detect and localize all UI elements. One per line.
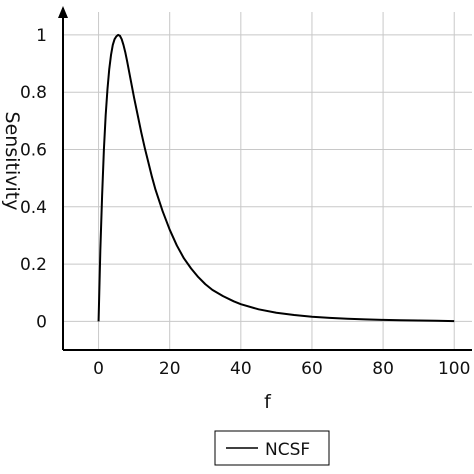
y-axis-arrow [58, 6, 68, 18]
y-tick-label: 0.2 [20, 255, 47, 275]
y-tick-label: 0.4 [20, 198, 47, 218]
x-tick-label: 0 [93, 359, 104, 379]
x-tick-label: 100 [438, 359, 470, 379]
y-tick-label: 0.8 [20, 83, 47, 103]
y-axis-title: Sensitivity [1, 112, 23, 211]
x-tick-label: 80 [372, 359, 394, 379]
series-layer [97, 33, 455, 323]
x-tick-label: 20 [159, 359, 181, 379]
y-tick-label: 0 [36, 312, 47, 332]
legend: NCSF [214, 430, 330, 466]
y-tick-label: 1 [36, 26, 47, 46]
grid-lines [63, 12, 472, 350]
axes [58, 6, 472, 351]
tick-labels: 0 20 40 60 80 100 0 0.2 0.4 0.6 0.8 1 [20, 26, 470, 379]
y-tick-label: 0.6 [20, 140, 47, 160]
x-axis-title: f [264, 391, 272, 413]
series-line-ncsf [97, 33, 455, 323]
legend-label-ncsf: NCSF [265, 440, 310, 460]
x-tick-label: 60 [301, 359, 323, 379]
x-tick-label: 40 [230, 359, 252, 379]
